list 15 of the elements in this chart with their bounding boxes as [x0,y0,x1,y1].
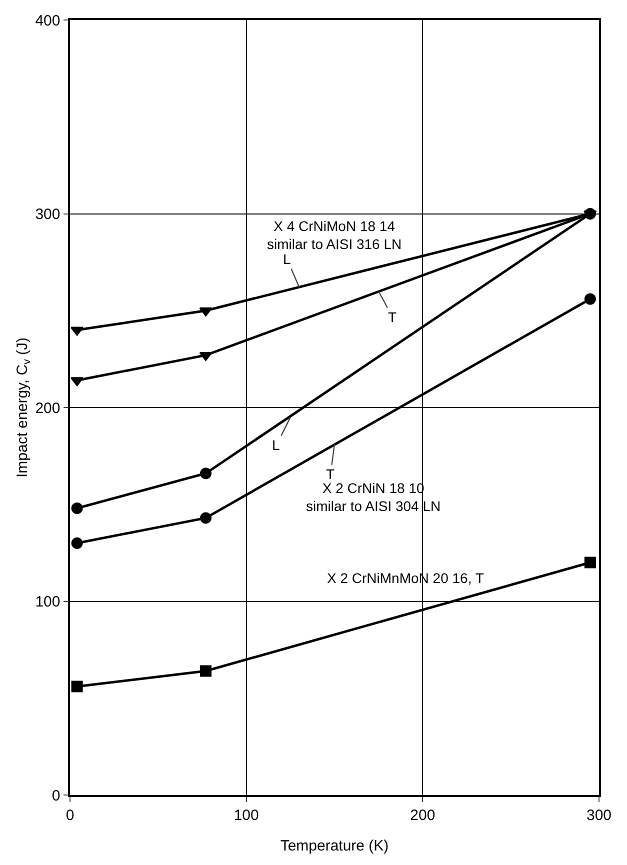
annotation: T [326,466,335,482]
y-tick-label: 200 [35,400,60,417]
x-axis-title: Temperature (K) [280,838,389,854]
y-tick-label: 400 [35,12,60,30]
y-tick-label: 0 [52,787,60,804]
x-tick-label: 0 [66,806,74,824]
annotation: T [388,309,397,325]
y-tick-label: 100 [35,594,60,610]
y-tick-label: 300 [35,206,60,223]
x-tick-label: 200 [410,806,436,824]
annotation: L [283,251,291,267]
annotation: L [272,437,280,453]
x-tick-label: 300 [586,806,612,824]
annotation: X 4 CrNiMoN 18 14 similar to AISI 316 LN [267,218,402,252]
x-tick-label: 100 [234,806,259,824]
